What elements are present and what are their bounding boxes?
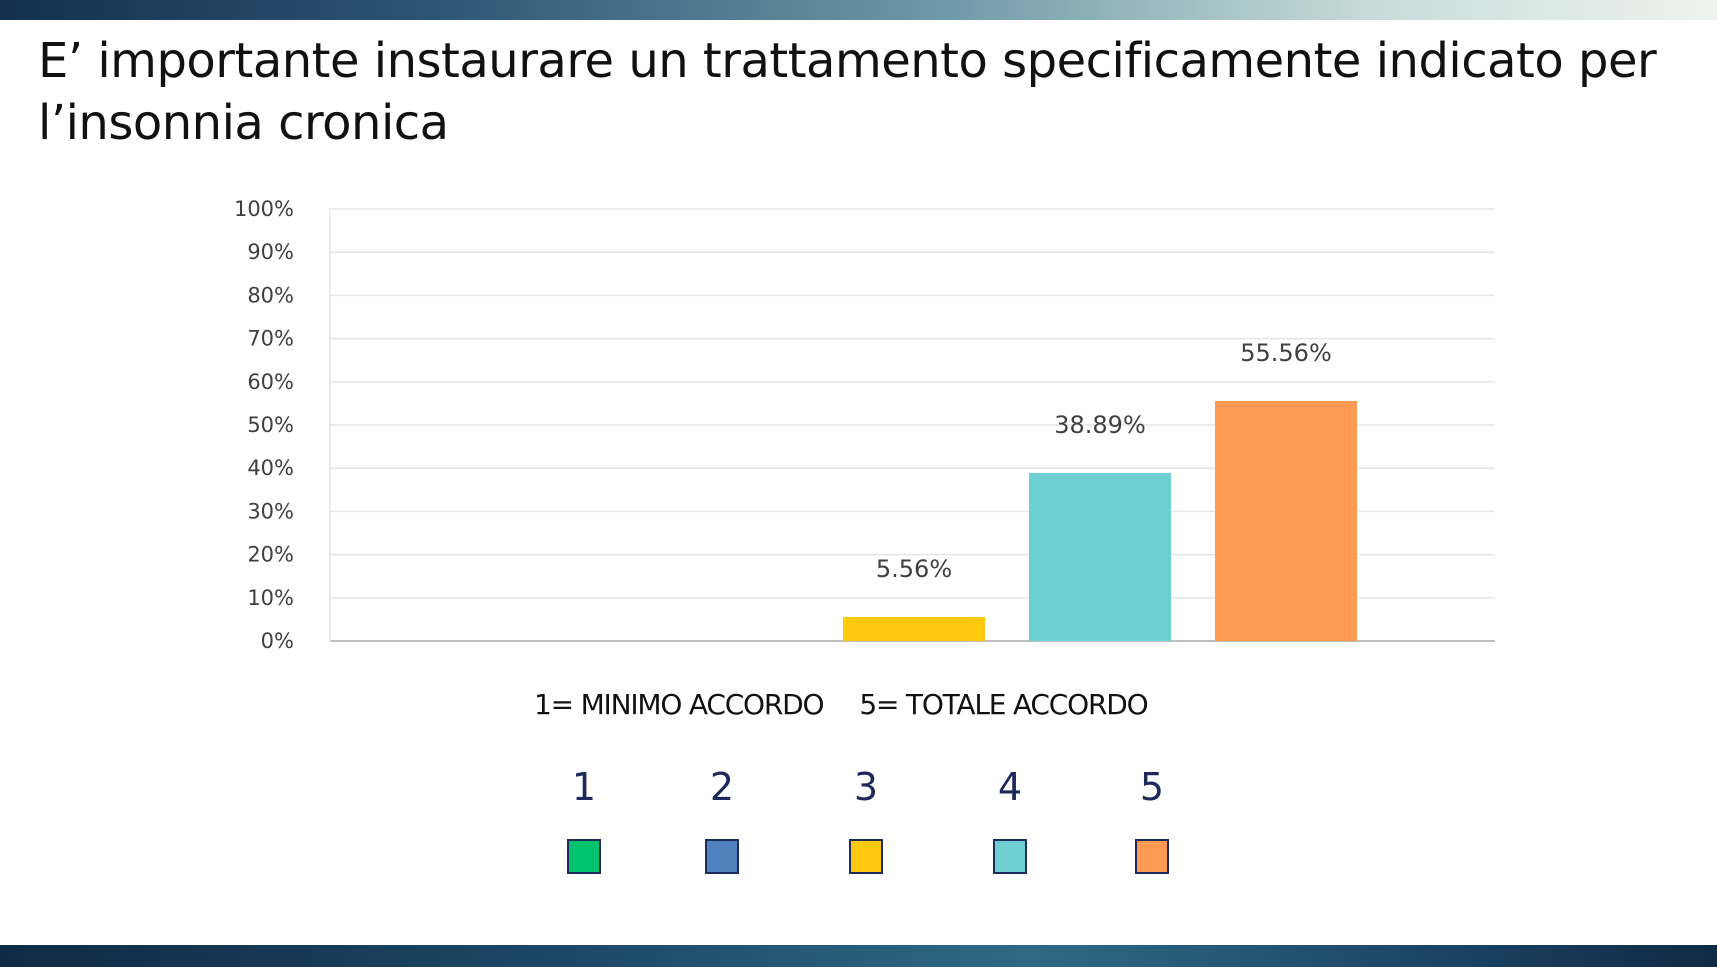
data-label-4: 38.89% (1054, 411, 1146, 439)
scale-max-label: 5= TOTALE ACCORDO (859, 688, 1148, 721)
top-decorative-band (0, 0, 1717, 20)
legend-label-3: 3 (853, 765, 879, 809)
y-tick-label: 100% (234, 197, 294, 221)
y-tick-label: 60% (247, 370, 294, 394)
bar-3 (843, 616, 985, 641)
y-tick-label: 10% (247, 586, 294, 610)
y-tick-label: 20% (247, 543, 294, 567)
y-tick-label: 30% (247, 499, 294, 523)
bar-5 (1215, 400, 1357, 641)
y-tick-label: 40% (247, 456, 294, 480)
legend-swatch-2 (705, 839, 739, 874)
y-tick-label: 0% (261, 629, 294, 653)
legend-label-1: 1 (571, 765, 597, 809)
slide-title: E’ importante instaurare un trattamento … (38, 33, 1657, 151)
data-label-5: 55.56% (1240, 339, 1332, 367)
y-tick-label: 50% (247, 413, 294, 437)
y-axis-ticks: 0% 10% 20% 30% 40% 50% 60% 70% 80% 90% 100% (234, 197, 294, 653)
data-label-3: 5.56% (876, 555, 952, 583)
chart-bars (843, 400, 1357, 641)
y-tick-label: 70% (247, 327, 294, 351)
legend-label-2: 2 (709, 765, 735, 809)
legend-swatch-4 (993, 839, 1027, 874)
legend-swatch-5 (1135, 839, 1169, 874)
scale-caption: 1= MINIMO ACCORDO 5= TOTALE ACCORDO (534, 688, 1234, 721)
y-tick-label: 90% (247, 240, 294, 264)
legend-label-4: 4 (997, 765, 1023, 809)
scale-min-label: 1= MINIMO ACCORDO (534, 688, 825, 721)
bottom-decorative-band (0, 945, 1717, 967)
legend-swatch-3 (849, 839, 883, 874)
legend-swatch-1 (567, 839, 601, 874)
legend-label-5: 5 (1139, 765, 1165, 809)
chart-data-labels: 5.56% 38.89% 55.56% (876, 339, 1332, 583)
bar-4 (1029, 472, 1171, 641)
y-tick-label: 80% (247, 283, 294, 307)
